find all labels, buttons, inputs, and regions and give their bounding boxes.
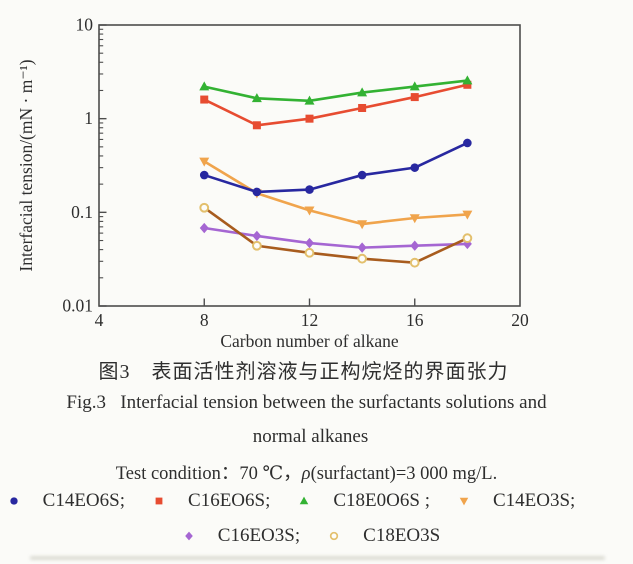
data-point-C18EO3S-x16 (409, 257, 420, 268)
data-point-C18EO3S-x18 (462, 233, 473, 244)
data-point-C14EO6S-x8 (199, 170, 209, 180)
series-C16EO3S (199, 222, 472, 253)
data-point-C16EO3S-x12 (305, 237, 314, 249)
data-point-C16EO6S-x12 (305, 114, 314, 123)
data-point-C14EO6S-x14 (357, 170, 367, 180)
test-condition-suffix: (surfactant)=3 000 mg/L. (310, 464, 498, 484)
y-axis-label: Interfacial tension/(mN · m⁻¹) (16, 59, 36, 271)
series-line-C16EO3S (202, 226, 469, 249)
data-point-C18E0O6S-x16 (409, 81, 420, 91)
series-C18E0O6S (199, 75, 473, 105)
legend-marker-square-icon (155, 497, 163, 505)
series-C14EO3S (199, 157, 473, 230)
x-tick-label: 20 (511, 310, 529, 330)
legend-item-C16EO3S: C16EO3S; (181, 525, 300, 547)
data-point-C18EO3S-x14 (357, 253, 368, 264)
data-point-C18E0O6S-x18 (462, 75, 473, 85)
legend-label: C18E0O6S ; (333, 490, 430, 511)
rho-symbol: ρ (301, 464, 311, 484)
data-point-C16EO3S-x16 (410, 240, 420, 251)
series-line-C14EO3S (202, 160, 469, 226)
series-line-C18EO3S (202, 206, 469, 264)
data-point-C18EO3S-x10 (251, 240, 262, 251)
data-point-C14EO3S-x8 (199, 157, 210, 167)
data-point-C14EO3S-x16 (409, 214, 420, 224)
x-axis-label: Carbon number of alkane (220, 331, 399, 351)
data-point-C14EO6S-x10 (252, 187, 262, 197)
data-point-C18E0O6S-x10 (251, 93, 262, 103)
data-point-C16EO6S-x8 (200, 95, 209, 104)
interfacial-tension-chart: 10 1 0.1 0.014 8 12 16 20 Carbon number of alkan… (16, 15, 529, 352)
legend-label: C18EO3S (363, 525, 441, 546)
series-line-C14EO6S (202, 141, 469, 194)
legend-marker-diamond-icon (184, 531, 193, 541)
data-point-C16EO6S-x16 (410, 93, 419, 102)
legend-marker-triangle-up-icon (300, 496, 309, 505)
caption-english-line2: normal alkanes (252, 426, 369, 447)
data-point-C14EO6S-x18 (463, 138, 472, 148)
data-point-C18E0O6S-x14 (357, 87, 368, 97)
y-tick-label: 0.01 (62, 296, 93, 316)
legend-item-C14EO6S: C14EO6S; (6, 490, 125, 512)
series-C18EO3S (199, 202, 473, 268)
series-C16EO6S (200, 80, 472, 130)
data-point-C14EO6S-x16 (410, 163, 420, 172)
legend-label: C14EO6S; (42, 490, 126, 511)
y-tick-label: 10 (76, 15, 94, 35)
legend-item-C14EO3S: C14EO3S; (456, 490, 575, 512)
data-point-C16EO6S-x18 (463, 80, 472, 89)
scan-artifact (30, 556, 605, 560)
data-point-C14EO3S-x18 (462, 210, 473, 220)
data-point-C16EO3S-x14 (357, 242, 367, 253)
data-point-C16EO3S-x8 (199, 222, 209, 234)
data-point-C18EO3S-x12 (304, 247, 315, 258)
data-point-C14EO6S-x12 (305, 185, 314, 194)
x-tick-label: 8 (200, 310, 209, 330)
x-tick-label: 12 (301, 310, 319, 330)
series-line-C16EO6S (202, 83, 469, 127)
x-tick-label: 4 (95, 310, 104, 330)
chart-legend-row-2: C16EO3S; C18EO3S (0, 525, 621, 547)
chart-legend-row-1: C14EO6S; C16EO6S; C18E0O6S ; C14EO3S; (0, 490, 581, 512)
data-point-C16EO6S-x14 (358, 103, 367, 112)
caption-english-line1: Fig.3 Interfacial tension between the su… (66, 392, 547, 413)
data-point-C16EO3S-x10 (252, 230, 262, 242)
x-tick-label: 16 (406, 310, 424, 330)
legend-marker-open-circle-icon (329, 531, 339, 541)
legend-marker-circle-icon (10, 497, 18, 505)
test-condition-prefix: Test condition：70 ℃， (115, 464, 302, 484)
legend-label: C16EO6S; (188, 490, 271, 511)
test-condition: Test condition：70 ℃，ρ(surfactant)=3 000 … (0, 459, 613, 485)
data-point-C18E0O6S-x12 (304, 95, 315, 105)
y-tick-label: 1 (84, 108, 93, 128)
legend-item-C18E0O6S: C18E0O6S ; (296, 490, 430, 512)
legend-label: C16EO3S; (217, 525, 301, 546)
legend-item-C16EO6S: C16EO6S; (151, 490, 270, 512)
legend-item-C18EO3S: C18EO3S (326, 525, 440, 547)
series-C14EO6S (199, 138, 472, 197)
data-point-C16EO6S-x10 (252, 121, 261, 130)
caption-chinese: 图3 表面活性剂溶液与正构烷烃的界面张力 (98, 361, 509, 383)
data-point-C14EO3S-x14 (357, 220, 368, 230)
legend-label: C14EO3S; (492, 490, 576, 511)
plot-frame (98, 24, 521, 307)
data-point-C14EO3S-x12 (304, 206, 315, 216)
legend-marker-triangle-down-icon (459, 497, 469, 506)
y-tick-label: 0.1 (71, 202, 93, 222)
data-point-C18E0O6S-x8 (199, 81, 210, 91)
series-line-C18E0O6S (202, 79, 469, 103)
data-point-C18EO3S-x8 (199, 202, 210, 213)
